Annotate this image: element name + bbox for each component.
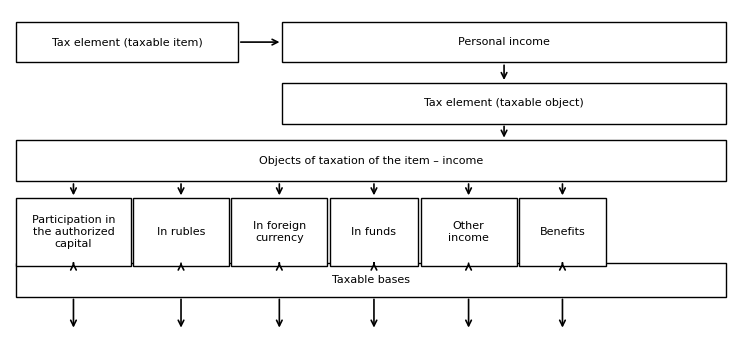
FancyBboxPatch shape — [282, 83, 726, 123]
FancyBboxPatch shape — [282, 22, 726, 63]
Text: In rubles: In rubles — [157, 227, 206, 237]
Text: Personal income: Personal income — [458, 37, 550, 47]
FancyBboxPatch shape — [16, 198, 131, 266]
Text: Other
income: Other income — [448, 221, 489, 243]
Text: Participation in
the authorized
capital: Participation in the authorized capital — [32, 215, 115, 249]
FancyBboxPatch shape — [16, 22, 238, 63]
Text: Benefits: Benefits — [539, 227, 585, 237]
FancyBboxPatch shape — [16, 263, 726, 297]
FancyBboxPatch shape — [232, 198, 327, 266]
FancyBboxPatch shape — [421, 198, 516, 266]
Text: Taxable bases: Taxable bases — [332, 275, 410, 285]
Text: In funds: In funds — [352, 227, 396, 237]
Text: Tax element (taxable object): Tax element (taxable object) — [424, 98, 584, 108]
Text: Tax element (taxable item): Tax element (taxable item) — [52, 37, 203, 47]
FancyBboxPatch shape — [133, 198, 229, 266]
FancyBboxPatch shape — [519, 198, 606, 266]
FancyBboxPatch shape — [329, 198, 418, 266]
Text: Objects of taxation of the item – income: Objects of taxation of the item – income — [259, 156, 483, 166]
FancyBboxPatch shape — [16, 141, 726, 181]
Text: In foreign
currency: In foreign currency — [253, 221, 306, 243]
